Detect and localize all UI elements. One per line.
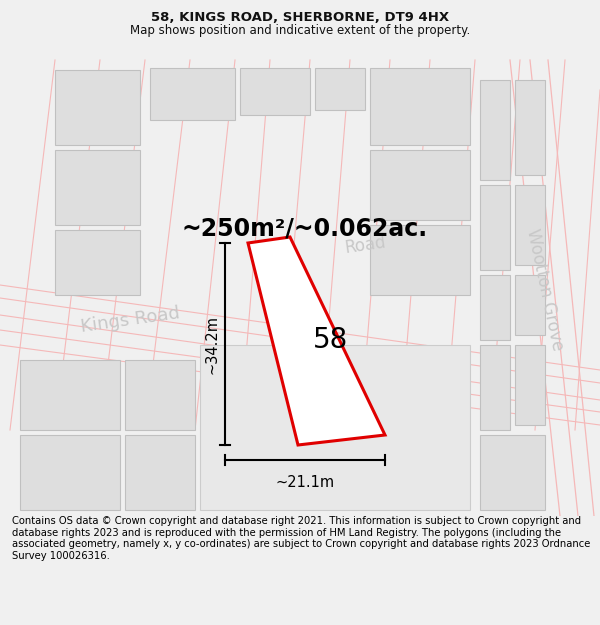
Polygon shape bbox=[370, 225, 470, 295]
Text: 58: 58 bbox=[313, 326, 348, 354]
Polygon shape bbox=[480, 345, 510, 430]
Polygon shape bbox=[480, 185, 510, 270]
Polygon shape bbox=[480, 435, 545, 510]
Polygon shape bbox=[55, 230, 140, 295]
Text: ~250m²/~0.062ac.: ~250m²/~0.062ac. bbox=[182, 216, 428, 240]
Polygon shape bbox=[370, 150, 470, 220]
Polygon shape bbox=[20, 360, 120, 430]
Polygon shape bbox=[125, 435, 195, 510]
Polygon shape bbox=[480, 275, 510, 340]
Text: Contains OS data © Crown copyright and database right 2021. This information is : Contains OS data © Crown copyright and d… bbox=[12, 516, 590, 561]
Text: Map shows position and indicative extent of the property.: Map shows position and indicative extent… bbox=[130, 24, 470, 38]
Text: Road: Road bbox=[343, 233, 387, 257]
Polygon shape bbox=[125, 360, 195, 430]
Text: ~21.1m: ~21.1m bbox=[275, 475, 335, 490]
Polygon shape bbox=[150, 68, 235, 120]
Polygon shape bbox=[515, 275, 545, 335]
Polygon shape bbox=[240, 68, 310, 115]
Polygon shape bbox=[515, 185, 545, 265]
Polygon shape bbox=[55, 150, 140, 225]
Polygon shape bbox=[480, 80, 510, 180]
Polygon shape bbox=[200, 345, 470, 510]
Polygon shape bbox=[370, 68, 470, 145]
Polygon shape bbox=[20, 435, 120, 510]
Text: 58, KINGS ROAD, SHERBORNE, DT9 4HX: 58, KINGS ROAD, SHERBORNE, DT9 4HX bbox=[151, 11, 449, 24]
Text: Wootton Grove: Wootton Grove bbox=[523, 228, 567, 352]
Polygon shape bbox=[55, 70, 140, 145]
Text: ~34.2m: ~34.2m bbox=[205, 314, 220, 374]
Polygon shape bbox=[515, 80, 545, 175]
Polygon shape bbox=[515, 345, 545, 425]
Polygon shape bbox=[248, 237, 385, 445]
Text: Kings Road: Kings Road bbox=[79, 304, 181, 336]
Polygon shape bbox=[315, 68, 365, 110]
